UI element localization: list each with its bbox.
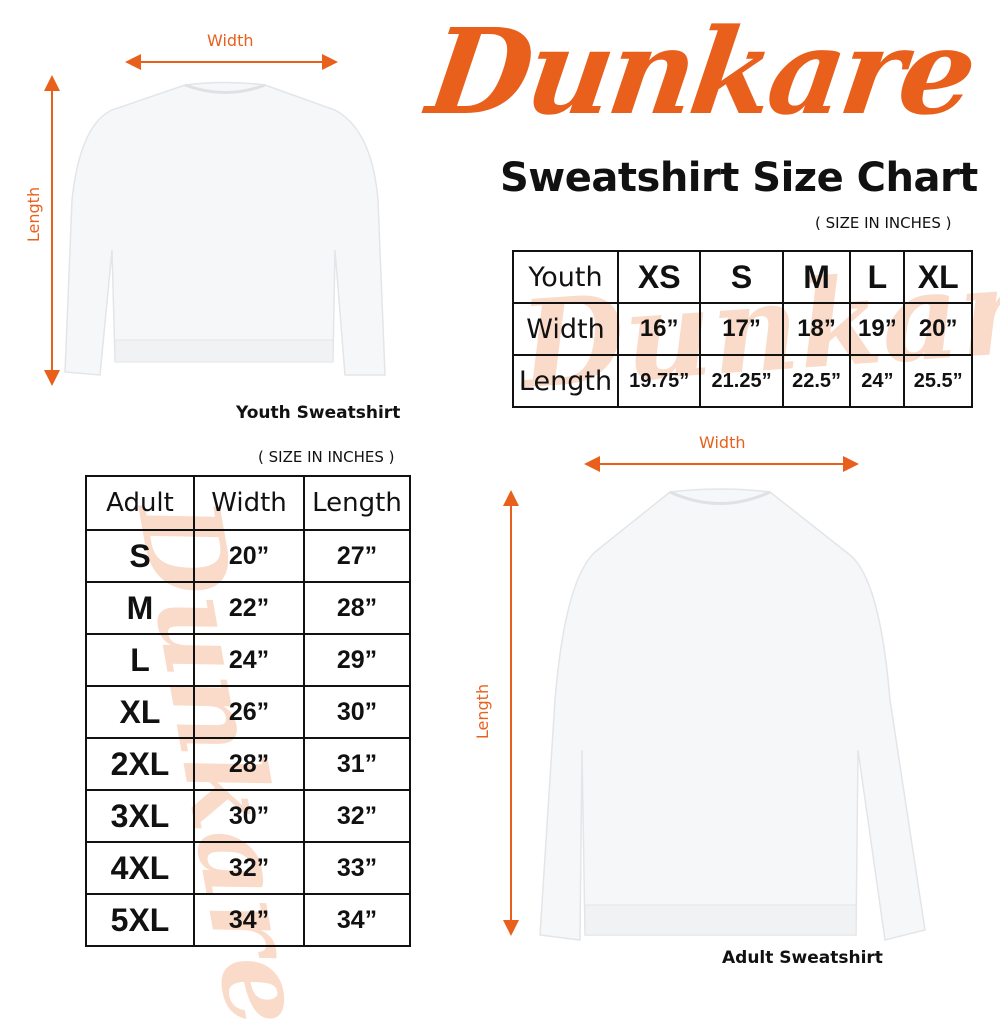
table-cell: 25.5” xyxy=(903,354,973,408)
table-row: 2XL 28” 31” xyxy=(85,737,411,791)
row-label: XL xyxy=(85,685,195,739)
row-label: 2XL xyxy=(85,737,195,791)
youth-unit-note: ( SIZE IN INCHES ) xyxy=(815,214,952,232)
table-cell: 18” xyxy=(781,302,852,356)
adult-width-label: Width xyxy=(699,433,746,452)
row-label: 5XL xyxy=(85,893,195,947)
table-row: 3XL 30” 32” xyxy=(85,789,411,843)
table-cell: 21.25” xyxy=(699,354,784,408)
table-cell: 19” xyxy=(849,302,906,356)
header-cell: XL xyxy=(903,250,973,304)
table-cell: 26” xyxy=(193,685,305,739)
adult-length-label: Length xyxy=(473,683,493,740)
row-label: 3XL xyxy=(85,789,195,843)
youth-size-table: Youth XS S M L XL Width 16” 17” 18” 19” … xyxy=(512,250,973,408)
table-row: S 20” 27” xyxy=(85,529,411,583)
adult-unit-note: ( SIZE IN INCHES ) xyxy=(258,448,395,466)
table-cell: 32” xyxy=(303,789,411,843)
table-row: 4XL 32” 33” xyxy=(85,841,411,895)
header-cell: XS xyxy=(616,250,702,304)
row-label: Width xyxy=(512,302,619,356)
table-row: Length 19.75” 21.25” 22.5” 24” 25.5” xyxy=(512,354,973,408)
youth-length-label: Length xyxy=(24,186,44,243)
header-cell: Length xyxy=(303,475,411,531)
table-cell: 28” xyxy=(303,581,411,635)
adult-sweatshirt-image xyxy=(539,488,926,941)
table-cell: 20” xyxy=(903,302,973,356)
header-cell: L xyxy=(849,250,906,304)
table-cell: 34” xyxy=(193,893,305,947)
adult-size-table: Adult Width Length S 20” 27” M 22” 28” L 24” 29”… xyxy=(85,475,411,947)
table-header-row: Youth XS S M L XL xyxy=(512,250,973,304)
table-cell: 17” xyxy=(699,302,784,356)
table-row: L 24” 29” xyxy=(85,633,411,687)
header-cell: Youth xyxy=(512,250,619,304)
page-title: Sweatshirt Size Chart xyxy=(500,155,978,201)
table-row: Width 16” 17” 18” 19” 20” xyxy=(512,302,973,356)
header-cell: S xyxy=(699,250,784,304)
youth-caption: Youth Sweatshirt xyxy=(236,403,401,423)
illustrations xyxy=(44,54,926,941)
table-row: M 22” 28” xyxy=(85,581,411,635)
adult-caption: Adult Sweatshirt xyxy=(722,948,883,968)
table-cell: 20” xyxy=(193,529,305,583)
brand-logo: Dunkare xyxy=(420,2,982,141)
youth-sweatshirt-image xyxy=(64,81,386,376)
table-row: 5XL 34” 34” xyxy=(85,893,411,947)
header-cell: Width xyxy=(193,475,305,531)
table-cell: 19.75” xyxy=(616,354,702,408)
table-cell: 24” xyxy=(849,354,906,408)
row-label: L xyxy=(85,633,195,687)
header-cell: Adult xyxy=(85,475,195,531)
row-label: S xyxy=(85,529,195,583)
table-cell: 33” xyxy=(303,841,411,895)
row-label: 4XL xyxy=(85,841,195,895)
table-cell: 30” xyxy=(193,789,305,843)
table-cell: 32” xyxy=(193,841,305,895)
table-cell: 27” xyxy=(303,529,411,583)
table-header-row: Adult Width Length xyxy=(85,475,411,531)
row-label: M xyxy=(85,581,195,635)
table-cell: 28” xyxy=(193,737,305,791)
row-label: Length xyxy=(512,354,619,408)
table-cell: 22.5” xyxy=(781,354,852,408)
table-cell: 30” xyxy=(303,685,411,739)
youth-width-label: Width xyxy=(207,31,254,50)
table-cell: 22” xyxy=(193,581,305,635)
table-cell: 16” xyxy=(616,302,702,356)
table-cell: 24” xyxy=(193,633,305,687)
header-cell: M xyxy=(781,250,852,304)
table-cell: 31” xyxy=(303,737,411,791)
table-cell: 34” xyxy=(303,893,411,947)
table-row: XL 26” 30” xyxy=(85,685,411,739)
table-cell: 29” xyxy=(303,633,411,687)
